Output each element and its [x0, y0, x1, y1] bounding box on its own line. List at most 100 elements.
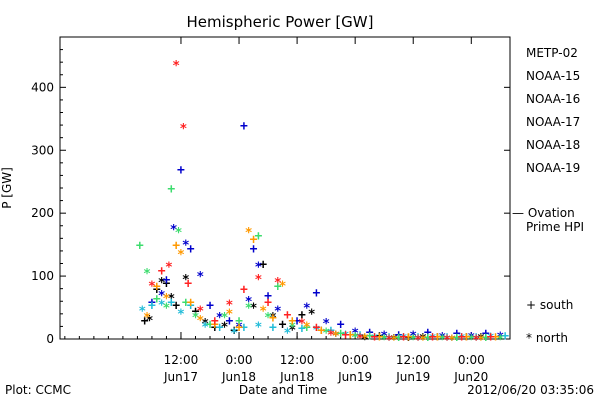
- data-point: +: [167, 182, 175, 197]
- data-point: *: [158, 289, 166, 304]
- data-point: *: [254, 320, 262, 335]
- data-point: +: [434, 330, 442, 345]
- y-axis: 0 100 200 300 400: [31, 49, 510, 346]
- y-tick-label: 400: [31, 80, 54, 94]
- data-point: +: [501, 329, 509, 344]
- data-point: +: [429, 330, 437, 345]
- data-point: *: [496, 330, 504, 345]
- data-point: +: [172, 239, 180, 254]
- data-point: *: [477, 332, 485, 347]
- data-point: +: [313, 320, 321, 335]
- data-point: +: [284, 308, 292, 323]
- data-point: +: [492, 330, 500, 345]
- data-point: *: [385, 333, 393, 348]
- data-point: +: [211, 317, 219, 332]
- data-point: *: [201, 320, 209, 335]
- data-point: *: [351, 331, 359, 346]
- data-point: +: [385, 330, 393, 345]
- x-tick-date: Jun19: [337, 370, 372, 384]
- data-point: +: [346, 328, 354, 343]
- data-point: *: [448, 333, 456, 348]
- data-point: +: [148, 295, 156, 310]
- data-point: *: [477, 333, 485, 348]
- data-point: *: [438, 331, 446, 346]
- data-point: +: [187, 242, 195, 257]
- x-tick-time: 12:00: [280, 353, 315, 367]
- data-point: +: [395, 330, 403, 345]
- data-point: +: [453, 327, 461, 342]
- data-point: +: [172, 298, 180, 313]
- data-point: *: [216, 311, 224, 326]
- ovation-label-line2: Prime HPI: [526, 220, 584, 234]
- x-tick-time: 0:00: [342, 353, 369, 367]
- data-point: +: [366, 329, 374, 344]
- data-point: *: [487, 332, 495, 347]
- data-point: *: [438, 333, 446, 348]
- data-point: +: [472, 330, 480, 345]
- data-point: *: [264, 311, 272, 326]
- data-point: *: [196, 305, 204, 320]
- data-point: *: [409, 330, 417, 345]
- data-point: +: [313, 286, 321, 301]
- data-point: +: [240, 283, 248, 298]
- data-point: *: [274, 305, 282, 320]
- data-point: +: [288, 314, 296, 329]
- data-point: *: [269, 311, 277, 326]
- data-point: +: [482, 327, 490, 342]
- data-point: *: [163, 292, 171, 307]
- data-point: +: [216, 320, 224, 335]
- data-point: +: [192, 305, 200, 320]
- data-point: *: [448, 333, 456, 348]
- data-point: *: [361, 332, 369, 347]
- data-point: +: [482, 330, 490, 345]
- data-point: +: [458, 330, 466, 345]
- data-point: *: [356, 332, 364, 347]
- series-noaa-16: * + * +*+* + * + * + * + * + * + * + * + * + * + * +: [138, 295, 509, 347]
- data-point: *: [192, 311, 200, 326]
- data-point: *: [298, 317, 306, 332]
- data-point: +: [141, 314, 149, 329]
- data-point: +: [230, 324, 238, 339]
- data-point: +: [182, 295, 190, 310]
- data-point: *: [313, 323, 321, 338]
- data-point: +: [487, 330, 495, 345]
- ovation-label-line1: — Ovation: [512, 206, 575, 220]
- data-point: +: [177, 163, 185, 178]
- data-point: +: [424, 325, 432, 340]
- data-point: +: [463, 330, 471, 345]
- data-point: *: [177, 308, 185, 323]
- x-tick-date: Jun19: [395, 370, 430, 384]
- data-point: +: [317, 324, 325, 339]
- x-tick-date: Jun20: [453, 370, 488, 384]
- data-point: *: [414, 333, 422, 348]
- data-point: *: [351, 327, 359, 342]
- data-point: *: [361, 333, 369, 348]
- x-tick-time: 0:00: [458, 353, 485, 367]
- legend-south-symbol: + south: [526, 298, 573, 312]
- data-point: +: [167, 295, 175, 310]
- data-point: *: [254, 261, 262, 276]
- x-tick-time: 12:00: [164, 353, 199, 367]
- series-noaa-17: +*+*+*+* + * +*+*+* + * + * + * + * + * + * + *: [136, 182, 504, 348]
- data-point: *: [225, 308, 233, 323]
- data-point: +: [317, 324, 325, 339]
- y-tick-label: 0: [46, 332, 54, 346]
- data-point: *: [182, 273, 190, 288]
- data-point: *: [138, 305, 146, 320]
- data-point: +: [187, 295, 195, 310]
- data-point: *: [288, 323, 296, 338]
- data-point: +: [235, 314, 243, 329]
- data-point: *: [380, 330, 388, 345]
- data-point: +: [371, 330, 379, 345]
- x-tick-time: 0:00: [226, 353, 253, 367]
- data-point: *: [245, 301, 253, 316]
- data-points: +*+*+*+*+* + * +*+* + *+ *+ * + * + * + * + * + *+ *+*+*+*…: [136, 59, 509, 348]
- data-point: +: [153, 280, 161, 295]
- data-point: *: [175, 226, 183, 241]
- data-point: *: [443, 333, 451, 348]
- data-point: +: [269, 320, 277, 335]
- data-point: *: [158, 276, 166, 291]
- data-point: +: [240, 320, 248, 335]
- data-point: +: [274, 280, 282, 295]
- data-point: +: [404, 330, 412, 345]
